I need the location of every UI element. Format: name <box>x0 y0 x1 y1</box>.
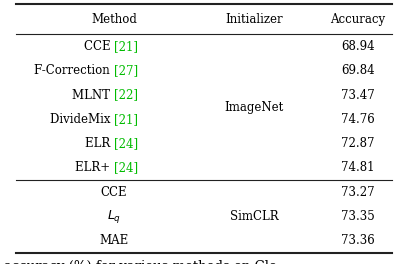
Text: SimCLR: SimCLR <box>230 210 278 223</box>
Text: F-Correction: F-Correction <box>34 64 114 77</box>
Text: ELR+: ELR+ <box>75 161 114 175</box>
Text: CCE: CCE <box>84 40 114 53</box>
Text: 74.81: 74.81 <box>341 161 375 175</box>
Text: [21]: [21] <box>114 113 138 126</box>
Text: 68.94: 68.94 <box>341 40 375 53</box>
Text: MLNT: MLNT <box>72 88 114 102</box>
Text: 74.76: 74.76 <box>341 113 375 126</box>
Text: 73.27: 73.27 <box>341 186 375 199</box>
Text: MAE: MAE <box>99 234 129 247</box>
Text: Method: Method <box>91 13 137 26</box>
Text: 73.35: 73.35 <box>341 210 375 223</box>
Text: DivideMix: DivideMix <box>50 113 114 126</box>
Text: Accuracy: Accuracy <box>330 13 386 26</box>
Text: [24]: [24] <box>114 137 138 150</box>
Text: [21]: [21] <box>114 40 138 53</box>
Text: 72.87: 72.87 <box>341 137 375 150</box>
Text: [27]: [27] <box>114 64 138 77</box>
Text: ImageNet: ImageNet <box>224 101 284 114</box>
Text: 73.47: 73.47 <box>341 88 375 102</box>
Text: ELR: ELR <box>85 137 114 150</box>
Text: Initializer: Initializer <box>225 13 283 26</box>
Text: 69.84: 69.84 <box>341 64 375 77</box>
Text: [22]: [22] <box>114 88 138 102</box>
Text: accuracy (%) for various methods on Clo: accuracy (%) for various methods on Clo <box>4 260 277 264</box>
Text: CCE: CCE <box>101 186 127 199</box>
Text: [24]: [24] <box>114 161 138 175</box>
Text: 73.36: 73.36 <box>341 234 375 247</box>
Text: $L_q$: $L_q$ <box>107 208 121 225</box>
